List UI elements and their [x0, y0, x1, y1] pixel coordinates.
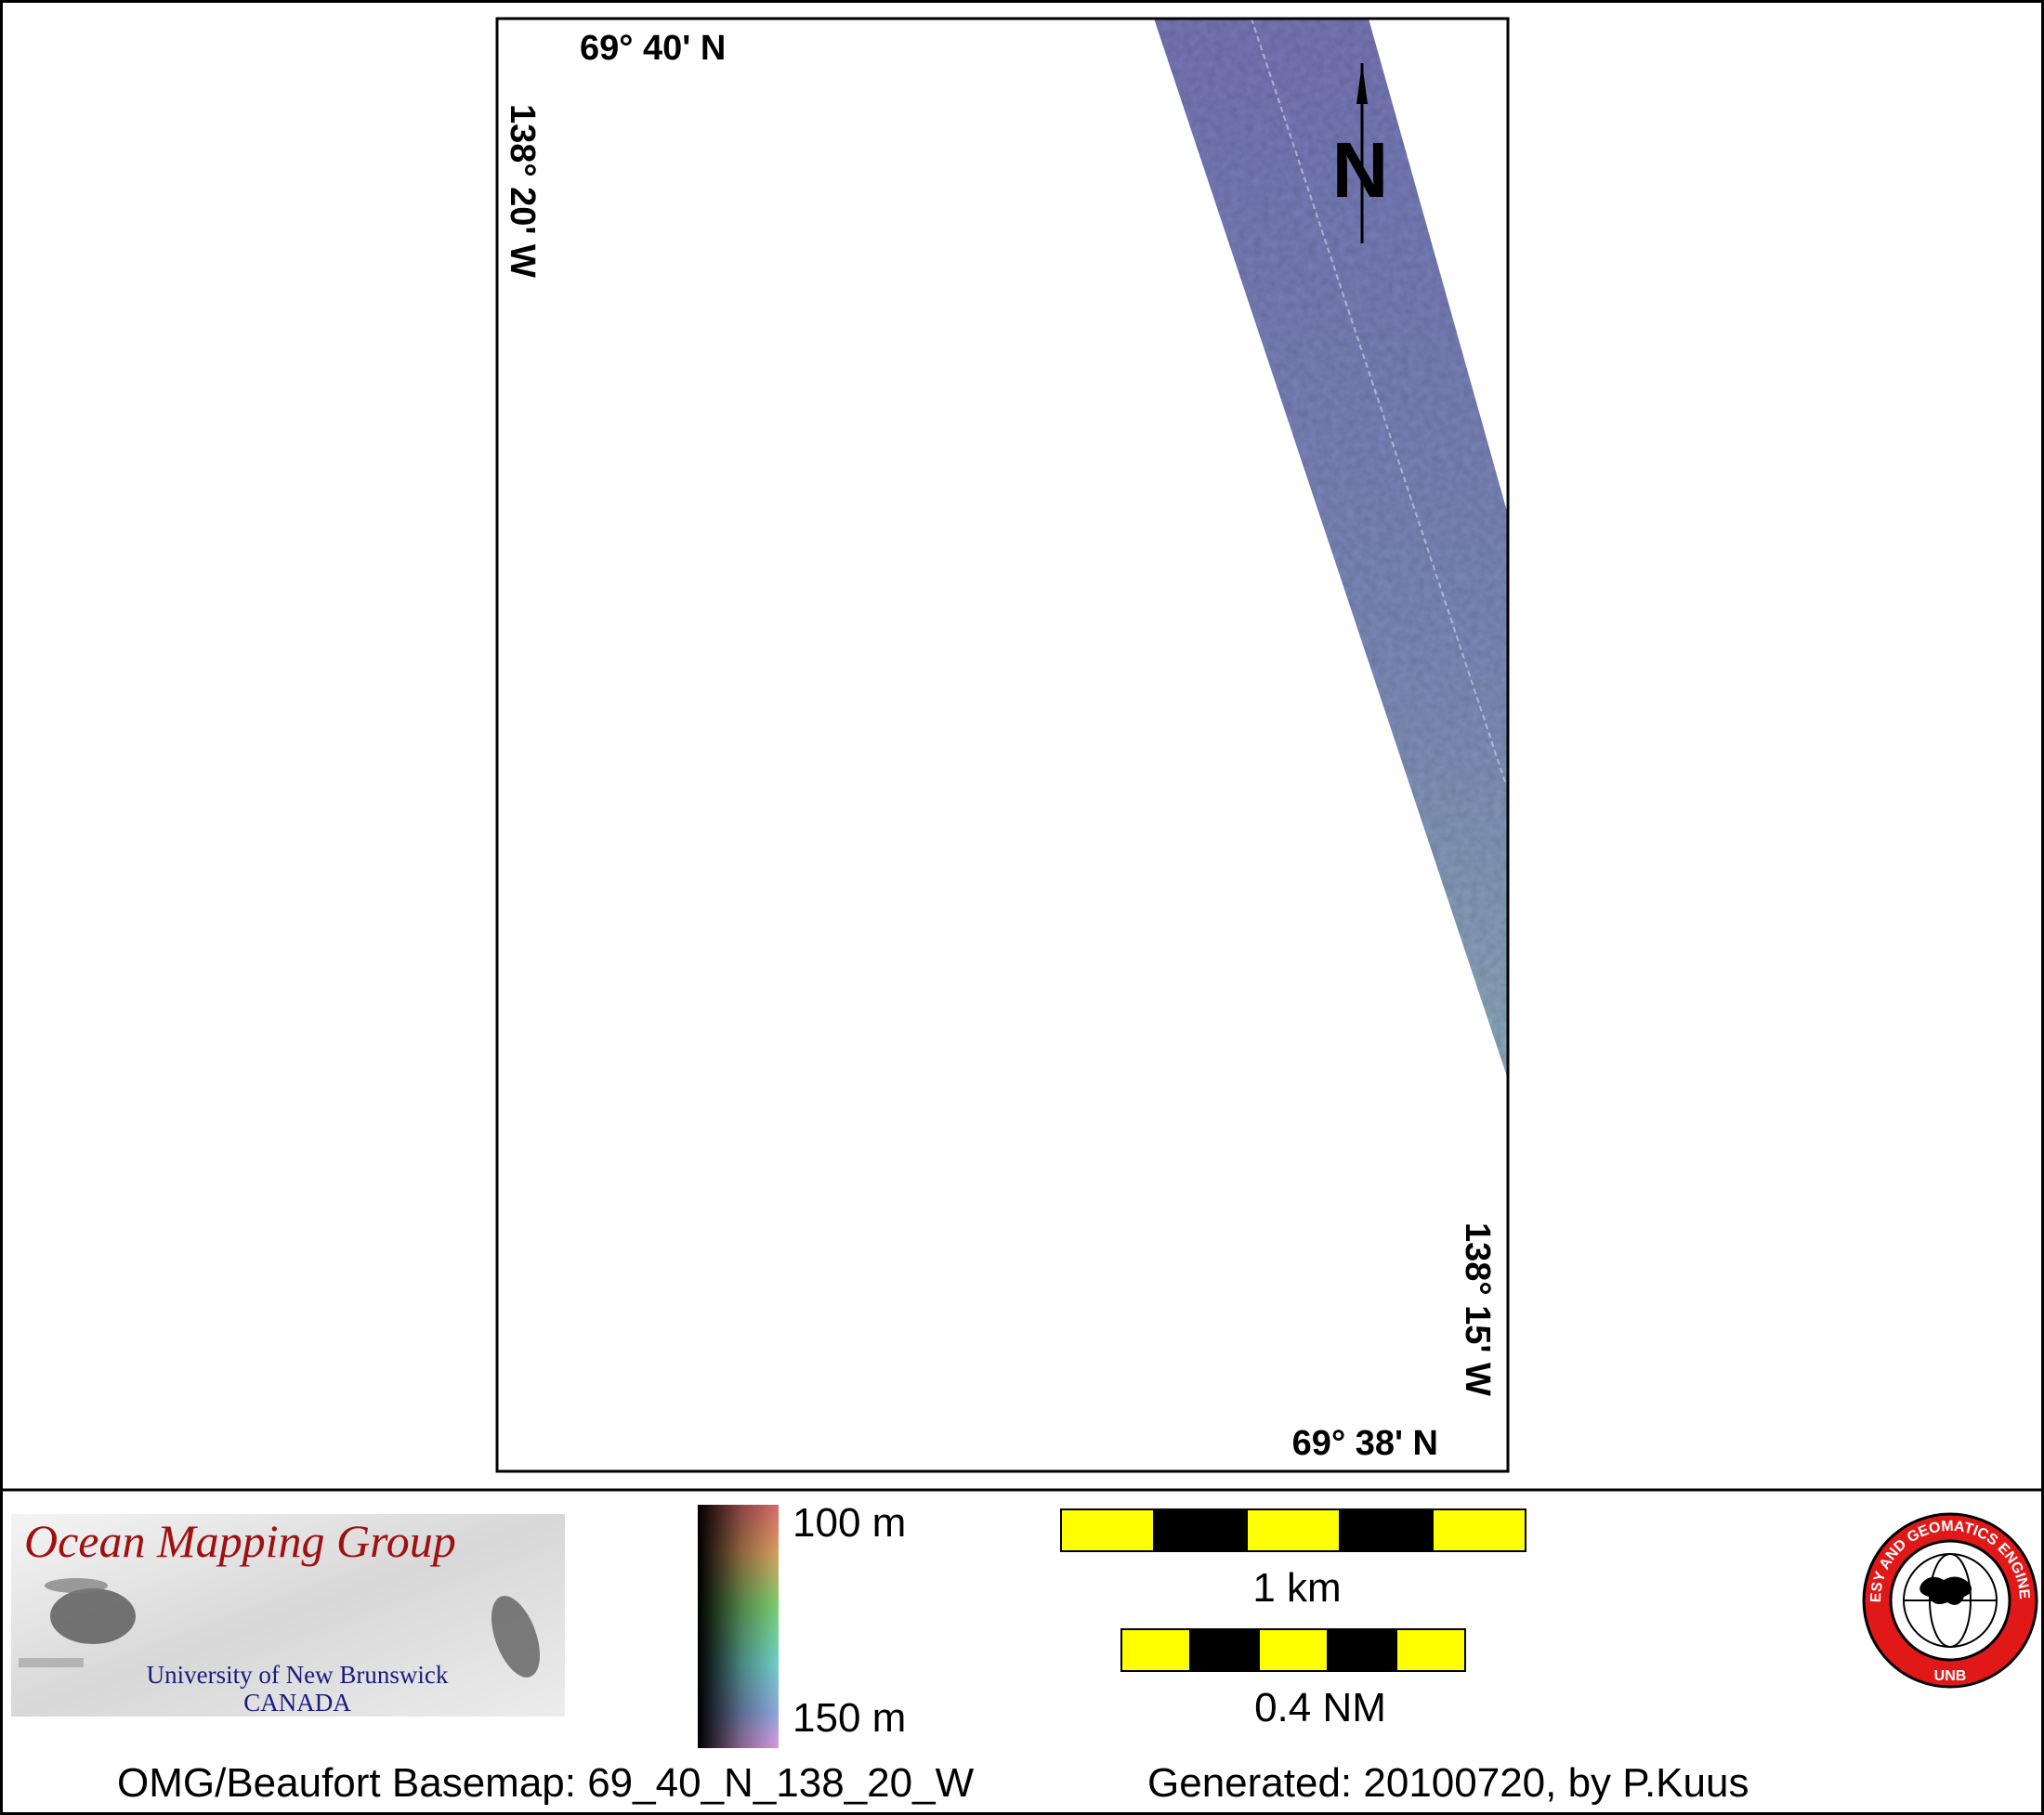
footer-generated: Generated: 20100720, by P.Kuus	[1147, 1760, 1749, 1806]
north-arrow: N	[1332, 63, 1389, 243]
scale-label: 0.4 NM	[1254, 1685, 1386, 1730]
seal-bottom-text: UNB	[1934, 1668, 1967, 1684]
bathymetry-swath	[1154, 19, 1508, 1079]
logo-country: CANADA	[243, 1689, 351, 1717]
omg-logo: Ocean Mapping Group University of New Br…	[11, 1514, 565, 1717]
north-label: N	[1332, 126, 1389, 214]
longitude-label: 138° 15' W	[1458, 1222, 1497, 1396]
depth-top-label: 100 m	[793, 1500, 906, 1546]
unb-seal: GEODESY AND GEOMATICS ENGINEERING UNB	[0, 0, 2038, 1689]
longitude-label: 138° 20' W	[503, 104, 542, 278]
footer-basemap: OMG/Beaufort Basemap: 69_40_N_138_20_W	[117, 1760, 975, 1806]
depth-colorbar: 100 m 150 m	[698, 1500, 906, 1748]
depth-bottom-label: 150 m	[793, 1695, 906, 1741]
seal-ring-text: GEODESY AND GEOMATICS ENGINEERING	[0, 0, 2032, 1603]
scale-bar-km	[1060, 1508, 1526, 1552]
scale-label: 1 km	[1252, 1565, 1341, 1611]
nadir-line	[1251, 18, 1507, 786]
logo-university: University of New Brunswick	[147, 1661, 449, 1689]
seal-ring-path: GEODESY AND GEOMATICS ENGINEERING	[0, 0, 2032, 1603]
latitude-label: 69° 38' N	[1292, 1424, 1438, 1463]
scale-bar-nm	[1120, 1628, 1466, 1672]
map-frame	[495, 17, 1510, 1473]
logo-title: Ocean Mapping Group	[24, 1515, 456, 1567]
latitude-label: 69° 40' N	[580, 29, 726, 68]
